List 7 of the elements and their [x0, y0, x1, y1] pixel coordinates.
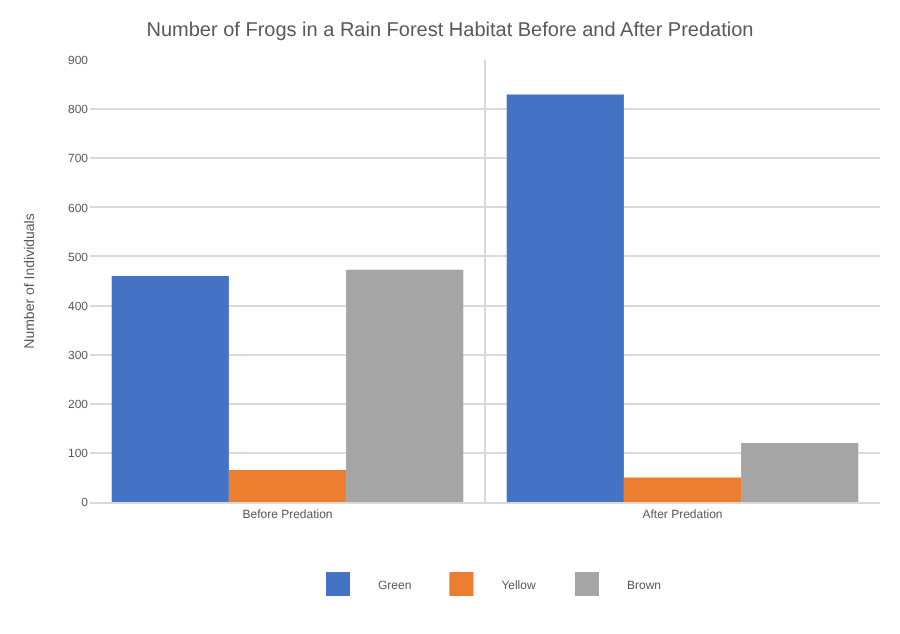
- bar: [228, 470, 347, 502]
- bar: [346, 269, 464, 502]
- bar: [506, 94, 624, 502]
- bar: [111, 276, 229, 502]
- bar: [741, 443, 859, 502]
- bar: [623, 477, 742, 502]
- chart-title: Number of Frogs in a Rain Forest Habitat Before and After Predation: [146, 20, 754, 43]
